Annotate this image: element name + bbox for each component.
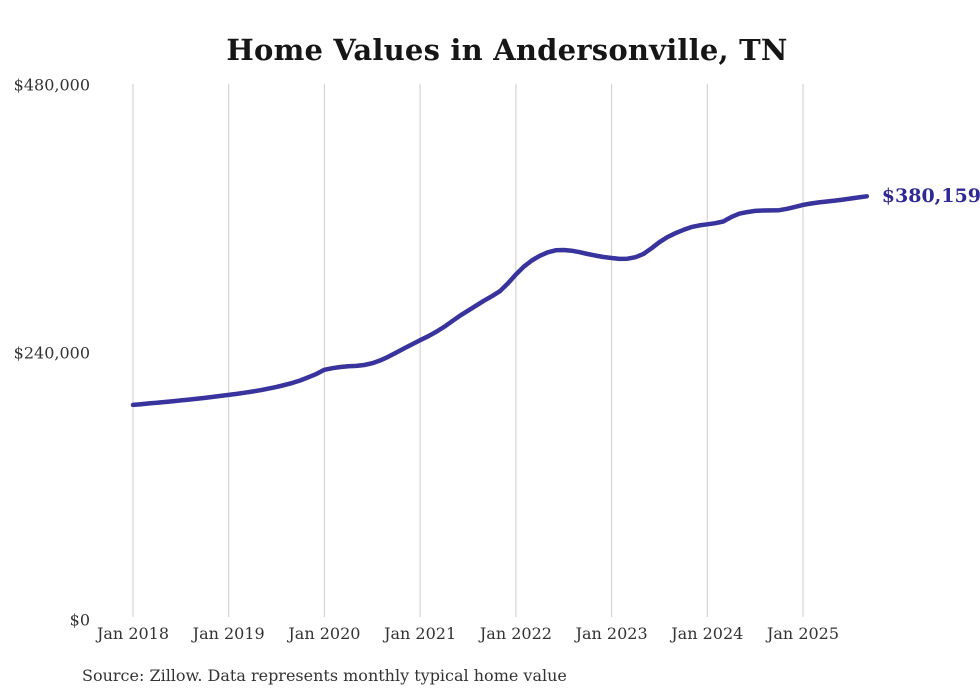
x-tick-label: Jan 2021 [384,624,457,643]
chart-title: Home Values in Andersonville, TN [226,33,788,67]
x-tick-label: Jan 2022 [479,624,552,643]
x-tick-label: Jan 2023 [575,624,648,643]
x-tick-label: Jan 2019 [192,624,265,643]
x-tick-label: Jan 2020 [288,624,361,643]
x-tick-label: Jan 2025 [766,624,840,643]
y-tick-label: $240,000 [13,343,90,362]
latest-value-label: $380,159 [881,185,980,208]
x-tick-label: Jan 2024 [671,624,744,643]
y-tick-label: $0 [69,610,90,630]
x-tick-label: Jan 2018 [96,624,170,643]
vertical-gridlines [132,84,804,617]
source-note: Source: Zillow. Data represents monthly … [82,666,567,685]
home-value-line [130,194,870,408]
y-tick-label: $480,000 [13,75,90,95]
